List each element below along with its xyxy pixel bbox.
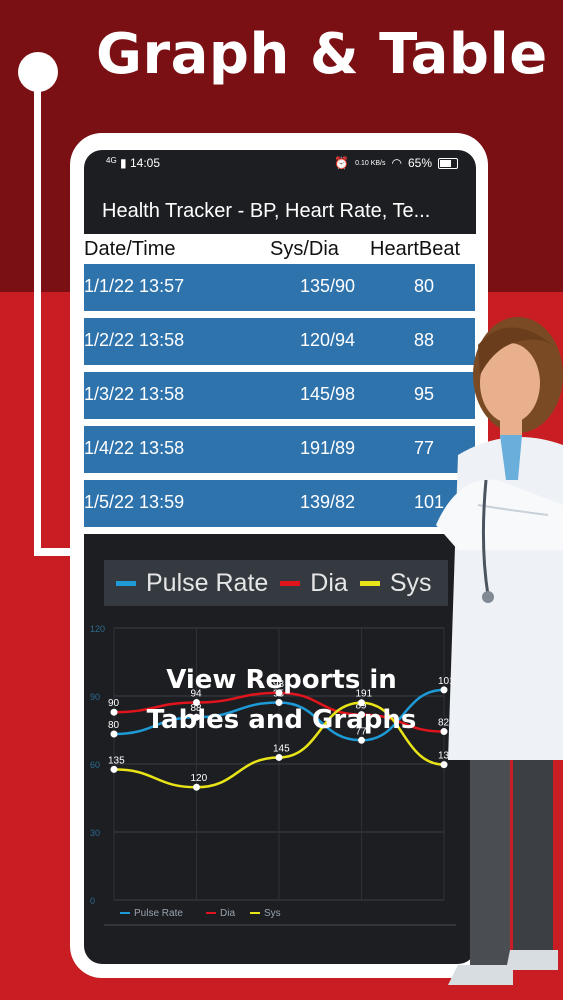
readings-table: Date/Time Sys/Dia HeartBeat 1/1/22 13:57… [84, 234, 476, 534]
network-indicator: 4G [106, 156, 117, 165]
phone-screen: 4G ▮ 14:05 ⏰ 0.10 KB/s ◠ 65% Health Trac… [84, 150, 476, 964]
y-tick-label: 30 [90, 828, 100, 838]
promo-headline: Graph & Table [96, 22, 548, 87]
alarm-icon: ⏰ [334, 156, 350, 170]
data-point [275, 753, 283, 761]
data-label: 98 [273, 679, 285, 690]
legend-label: Dia [310, 568, 348, 597]
legend-item-pulse: Pulse Rate [116, 569, 268, 598]
data-point [358, 699, 365, 707]
data-label: 139 [438, 751, 455, 762]
cell-heartbeat: 95 [414, 384, 435, 404]
data-label: 90 [108, 698, 120, 709]
promo-caption: View Reports in Tables and Graphs [0, 660, 563, 740]
legend-label: Sys [389, 568, 432, 597]
y-tick-label: 60 [90, 760, 100, 770]
column-header-sysdia: Sys/Dia [270, 238, 339, 260]
data-point [193, 713, 200, 721]
data-point [110, 765, 118, 773]
table-row[interactable]: 1/3/22 13:58 145/98 95 [84, 372, 475, 419]
legend-swatch [250, 912, 260, 914]
data-label: 80 [108, 720, 120, 731]
cell-sysdia: 145/98 [300, 384, 356, 404]
legend-label: Pulse Rate [146, 568, 269, 597]
table-row[interactable]: 1/5/22 13:59 139/82 101 [84, 480, 475, 527]
legend-swatch [280, 580, 301, 586]
connector-line [34, 78, 41, 556]
legend-swatch [359, 580, 380, 586]
battery-icon [438, 157, 458, 169]
data-point [358, 736, 365, 744]
legend-swatch [120, 912, 130, 914]
app-bar: Health Tracker - BP, Heart Rate, Te... [84, 190, 476, 234]
data-point [275, 699, 283, 706]
data-label: 88 [191, 703, 203, 714]
data-label: 77 [356, 726, 368, 737]
cell-sysdia: 139/82 [300, 492, 356, 512]
line-chart: 1209060300808895771019094988982135120145… [90, 624, 456, 926]
table-row[interactable]: 1/1/22 13:57 135/90 80 [84, 264, 475, 311]
y-tick-label: 90 [90, 692, 100, 702]
data-point [358, 711, 365, 719]
data-label: 191 [356, 689, 373, 700]
doctor-illustration [436, 317, 563, 985]
data-point [440, 728, 448, 736]
status-bar: 4G ▮ 14:05 ⏰ 0.10 KB/s ◠ 65% [84, 150, 476, 178]
data-label: 135 [108, 755, 125, 766]
cell-heartbeat: 80 [414, 276, 435, 296]
cell-datetime: 1/3/22 13:58 [84, 384, 185, 404]
legend-swatch [206, 912, 216, 914]
data-point [110, 730, 118, 738]
column-header-datetime: Date/Time [84, 238, 176, 260]
data-label: 82 [438, 718, 450, 729]
cell-heartbeat: 101 [414, 492, 445, 512]
caption-line-1: View Reports in [166, 665, 397, 695]
series-line [113, 701, 445, 789]
cell-heartbeat: 88 [414, 330, 435, 350]
chart-legend: Pulse Rate Dia Sys [104, 560, 448, 606]
cell-heartbeat: 77 [414, 438, 435, 458]
status-time: 14:05 [129, 156, 160, 170]
caption-line-2: Tables and Graphs [146, 705, 417, 735]
legend-label: Pulse Rate [134, 908, 183, 919]
cell-datetime: 1/1/22 13:57 [84, 276, 185, 296]
battery-percent: 65% [407, 156, 432, 170]
signal-icon: ▮ [120, 156, 127, 170]
data-point [440, 761, 448, 769]
legend-label: Dia [220, 908, 235, 919]
data-label: 94 [191, 689, 203, 700]
app-title: Health Tracker - BP, Heart Rate, Te... [102, 200, 431, 222]
data-label: 101 [438, 676, 455, 687]
cell-sysdia: 191/89 [300, 438, 356, 458]
table-header: Date/Time Sys/Dia HeartBeat [84, 234, 476, 264]
wifi-icon: ◠ [391, 156, 402, 170]
cell-datetime: 1/5/22 13:59 [84, 492, 185, 512]
legend-item-sys: Sys [359, 568, 432, 598]
data-point [275, 689, 283, 697]
data-point [440, 686, 448, 694]
data-point [193, 783, 200, 791]
cell-datetime: 1/2/22 13:58 [84, 330, 185, 350]
legend-label: Sys [264, 908, 281, 919]
cell-sysdia: 135/90 [300, 276, 356, 296]
column-header-heartbeat: HeartBeat [370, 238, 461, 260]
data-point [110, 708, 118, 716]
table-row[interactable]: 1/4/22 13:58 191/89 77 [84, 426, 475, 473]
network-speed: 0.10 KB/s [355, 159, 386, 167]
legend-item-dia: Dia [280, 569, 348, 598]
cell-sysdia: 120/94 [300, 330, 356, 350]
cell-datetime: 1/4/22 13:58 [84, 438, 185, 458]
data-label: 145 [273, 743, 290, 754]
table-row[interactable]: 1/2/22 13:58 120/94 88 [84, 318, 475, 365]
data-label: 120 [191, 773, 208, 784]
y-tick-label: 0 [90, 896, 95, 906]
y-tick-label: 120 [90, 624, 105, 634]
data-point [193, 699, 200, 707]
legend-swatch [116, 580, 136, 586]
